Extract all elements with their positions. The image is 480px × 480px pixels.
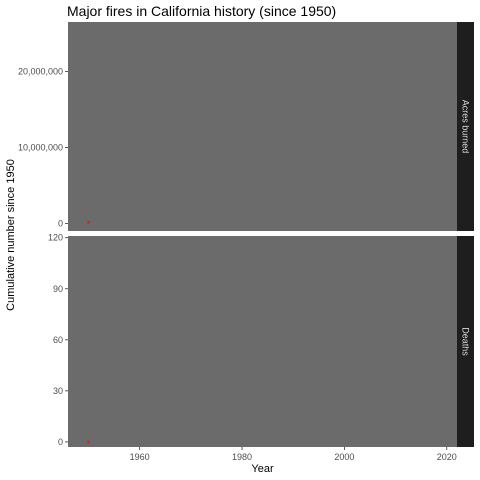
x-axis: 1960 1980 2000 2020 <box>130 447 457 462</box>
y-axis-deaths: 0 30 60 90 120 <box>48 233 68 447</box>
y-tick-label: 0 <box>58 437 63 447</box>
y-tick-label: 10,000,000 <box>18 142 63 152</box>
data-point <box>87 220 90 224</box>
strip-label-deaths: Deaths <box>461 327 471 356</box>
y-axis-acres-burned: 0 10,000,000 20,000,000 <box>18 66 68 228</box>
y-tick-label: 20,000,000 <box>18 66 63 76</box>
y-tick-label: 60 <box>53 335 63 345</box>
data-point <box>87 440 90 444</box>
panel-deaths: Deaths 0 30 60 90 120 <box>48 233 474 447</box>
panel-background <box>68 22 457 231</box>
y-axis-title: Cumulative number since 1950 <box>5 159 17 311</box>
panel-background <box>68 236 457 447</box>
strip-background <box>457 22 474 231</box>
x-tick-label: 1960 <box>130 452 150 462</box>
y-tick-label: 30 <box>53 386 63 396</box>
y-tick-label: 90 <box>53 284 63 294</box>
strip-label-acres-burned: Acres burned <box>461 100 471 154</box>
x-tick-label: 1980 <box>232 452 252 462</box>
x-tick-label: 2020 <box>437 452 457 462</box>
panel-acres-burned: Acres burned 0 10,000,000 20,000,000 <box>18 22 474 231</box>
y-tick-label: 120 <box>48 233 63 243</box>
strip-background <box>457 236 474 447</box>
points-deaths <box>87 440 90 444</box>
x-tick-label: 2000 <box>334 452 354 462</box>
chart-title: Major fires in California history (since… <box>67 3 336 19</box>
y-tick-label: 0 <box>58 218 63 228</box>
points-acres-burned <box>87 220 90 224</box>
x-axis-title: Year <box>251 463 274 475</box>
